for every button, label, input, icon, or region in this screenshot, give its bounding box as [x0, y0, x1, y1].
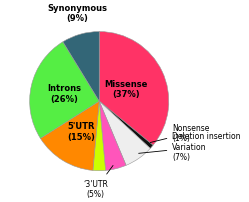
Wedge shape	[99, 32, 169, 145]
Wedge shape	[93, 102, 106, 171]
Wedge shape	[30, 43, 99, 139]
Wedge shape	[63, 32, 99, 102]
Text: Deletion insertion
Variation
(7%): Deletion insertion Variation (7%)	[139, 132, 241, 161]
Wedge shape	[99, 102, 150, 165]
Wedge shape	[99, 102, 126, 170]
Text: ‘3'UTR
(5%): ‘3'UTR (5%)	[83, 166, 113, 199]
Text: 5'UTR
(15%): 5'UTR (15%)	[67, 122, 95, 141]
Text: Missense
(37%): Missense (37%)	[104, 80, 147, 99]
Wedge shape	[40, 102, 99, 170]
Text: Synonymous
(9%): Synonymous (9%)	[47, 4, 107, 23]
Text: Introns
(26%): Introns (26%)	[47, 84, 81, 103]
Text: Nonsense
(1%): Nonsense (1%)	[150, 123, 210, 143]
Wedge shape	[99, 102, 153, 149]
